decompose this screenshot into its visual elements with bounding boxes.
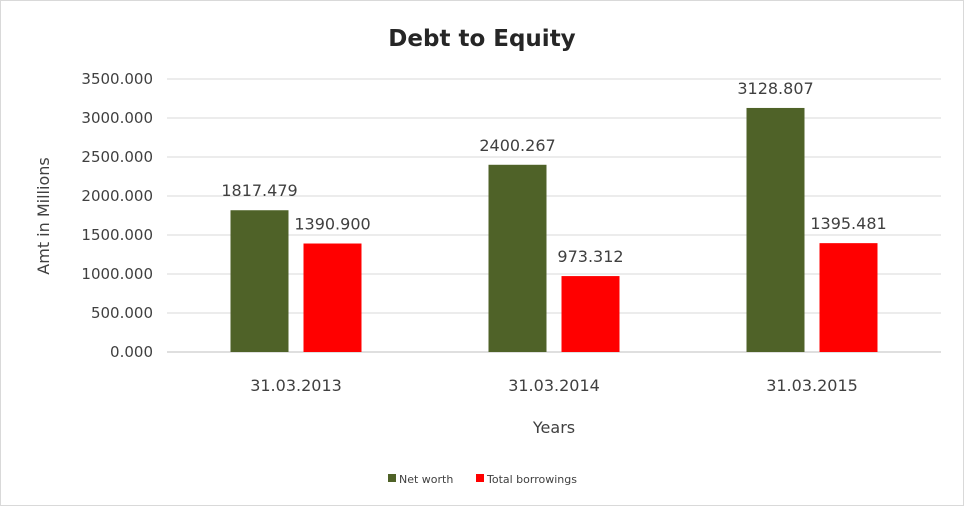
y-tick-label: 1000.000 bbox=[81, 265, 153, 283]
x-category-label: 31.03.2014 bbox=[508, 376, 600, 395]
bar-net-worth bbox=[488, 164, 547, 352]
bar-total-borrowings bbox=[303, 243, 362, 352]
y-axis-ticks: 0.000 500.000 1000.000 1500.000 2000.000 2500… bbox=[81, 70, 153, 361]
legend-swatch bbox=[476, 474, 484, 482]
x-category-label: 31.03.2015 bbox=[766, 376, 858, 395]
bar-total-borrowings bbox=[819, 243, 878, 352]
data-label: 1395.481 bbox=[810, 214, 886, 233]
y-axis-title: Amt in Millions bbox=[34, 157, 53, 274]
data-labels: 1817.479 1390.900 2400.267 973.312 3128.807 1… bbox=[221, 79, 886, 266]
legend-label: Total borrowings bbox=[486, 473, 577, 486]
y-tick-label: 500.000 bbox=[91, 304, 153, 322]
chart-title: Debt to Equity bbox=[388, 26, 575, 52]
data-label: 1817.479 bbox=[221, 181, 297, 200]
legend-swatch bbox=[388, 474, 396, 482]
x-axis-categories: 31.03.2013 31.03.2014 31.03.2015 bbox=[250, 376, 858, 395]
legend-label: Net worth bbox=[399, 473, 453, 486]
x-axis-title: Years bbox=[532, 418, 575, 437]
y-tick-label: 0.000 bbox=[110, 343, 153, 361]
bar-net-worth bbox=[230, 210, 289, 352]
data-label: 2400.267 bbox=[479, 136, 555, 155]
legend: Net worth Total borrowings bbox=[388, 473, 577, 486]
bar-net-worth bbox=[746, 107, 805, 352]
y-tick-label: 2500.000 bbox=[81, 148, 153, 166]
bars bbox=[230, 107, 878, 352]
y-tick-label: 2000.000 bbox=[81, 187, 153, 205]
y-tick-label: 1500.000 bbox=[81, 226, 153, 244]
y-tick-label: 3000.000 bbox=[81, 109, 153, 127]
data-label: 3128.807 bbox=[737, 79, 813, 98]
x-category-label: 31.03.2013 bbox=[250, 376, 342, 395]
data-label: 973.312 bbox=[557, 247, 623, 266]
gridlines bbox=[167, 78, 941, 353]
bar-total-borrowings bbox=[561, 276, 620, 352]
y-tick-label: 3500.000 bbox=[81, 70, 153, 88]
data-label: 1390.900 bbox=[294, 215, 370, 234]
